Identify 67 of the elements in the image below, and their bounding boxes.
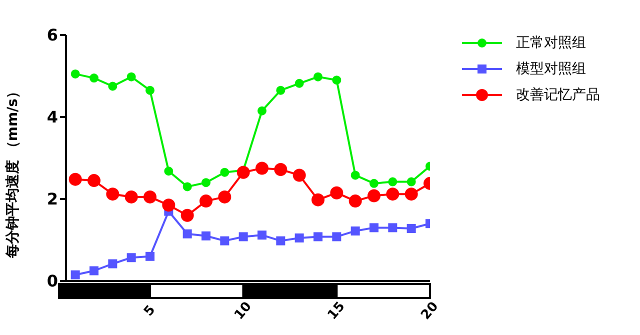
point [314, 72, 322, 82]
y-tick-label: 6 [46, 26, 58, 45]
point [370, 223, 378, 232]
point [164, 166, 174, 176]
point [258, 106, 266, 116]
point [370, 178, 378, 188]
point [330, 186, 344, 200]
point [146, 86, 154, 95]
point [236, 166, 250, 179]
point [220, 168, 230, 177]
point [200, 194, 212, 208]
point [220, 236, 230, 246]
point [348, 194, 362, 208]
point [294, 78, 304, 88]
point [108, 82, 118, 91]
y-tick-label: 4 [46, 108, 58, 127]
point [350, 226, 360, 236]
point [126, 253, 136, 262]
point [258, 230, 266, 240]
point [386, 188, 400, 201]
point [332, 76, 342, 85]
point [388, 177, 398, 186]
point [388, 223, 398, 232]
legend-label: 模型对照组 [516, 60, 586, 78]
x-tick-label: 15 [325, 299, 348, 323]
point [332, 232, 342, 242]
point [146, 252, 154, 261]
point [126, 72, 136, 82]
point [350, 170, 360, 180]
legend-label: 正常对照组 [516, 34, 586, 52]
x-tick-label: 5 [141, 302, 159, 320]
point [276, 236, 286, 246]
point [276, 86, 286, 95]
point [294, 233, 304, 242]
point [406, 177, 416, 186]
point [68, 172, 82, 186]
point [202, 231, 210, 240]
point [182, 229, 192, 238]
point [180, 208, 194, 222]
point [406, 224, 416, 234]
point [292, 168, 306, 182]
point [312, 193, 324, 206]
x-tick-label: 10 [232, 299, 255, 323]
y-tick-label: 0 [46, 272, 58, 291]
point [70, 270, 80, 280]
point [90, 74, 98, 83]
point [144, 190, 156, 204]
point [90, 266, 98, 276]
point [238, 232, 248, 242]
y-tick-label: 2 [46, 190, 58, 209]
x-tick-label: 20 [418, 299, 442, 323]
point [162, 198, 176, 212]
point [124, 190, 138, 204]
point [314, 232, 322, 242]
point [218, 190, 232, 204]
point [108, 259, 118, 268]
point [106, 188, 120, 201]
point [88, 174, 100, 188]
point [274, 162, 288, 176]
y-axis-title: 每分钟平均速度 （mm/s） [4, 84, 21, 259]
point [256, 162, 268, 175]
point [404, 188, 418, 201]
point [182, 182, 192, 192]
point [70, 69, 80, 78]
point [368, 189, 380, 202]
legend-label: 改善记忆产品 [516, 86, 600, 104]
point [202, 178, 210, 188]
